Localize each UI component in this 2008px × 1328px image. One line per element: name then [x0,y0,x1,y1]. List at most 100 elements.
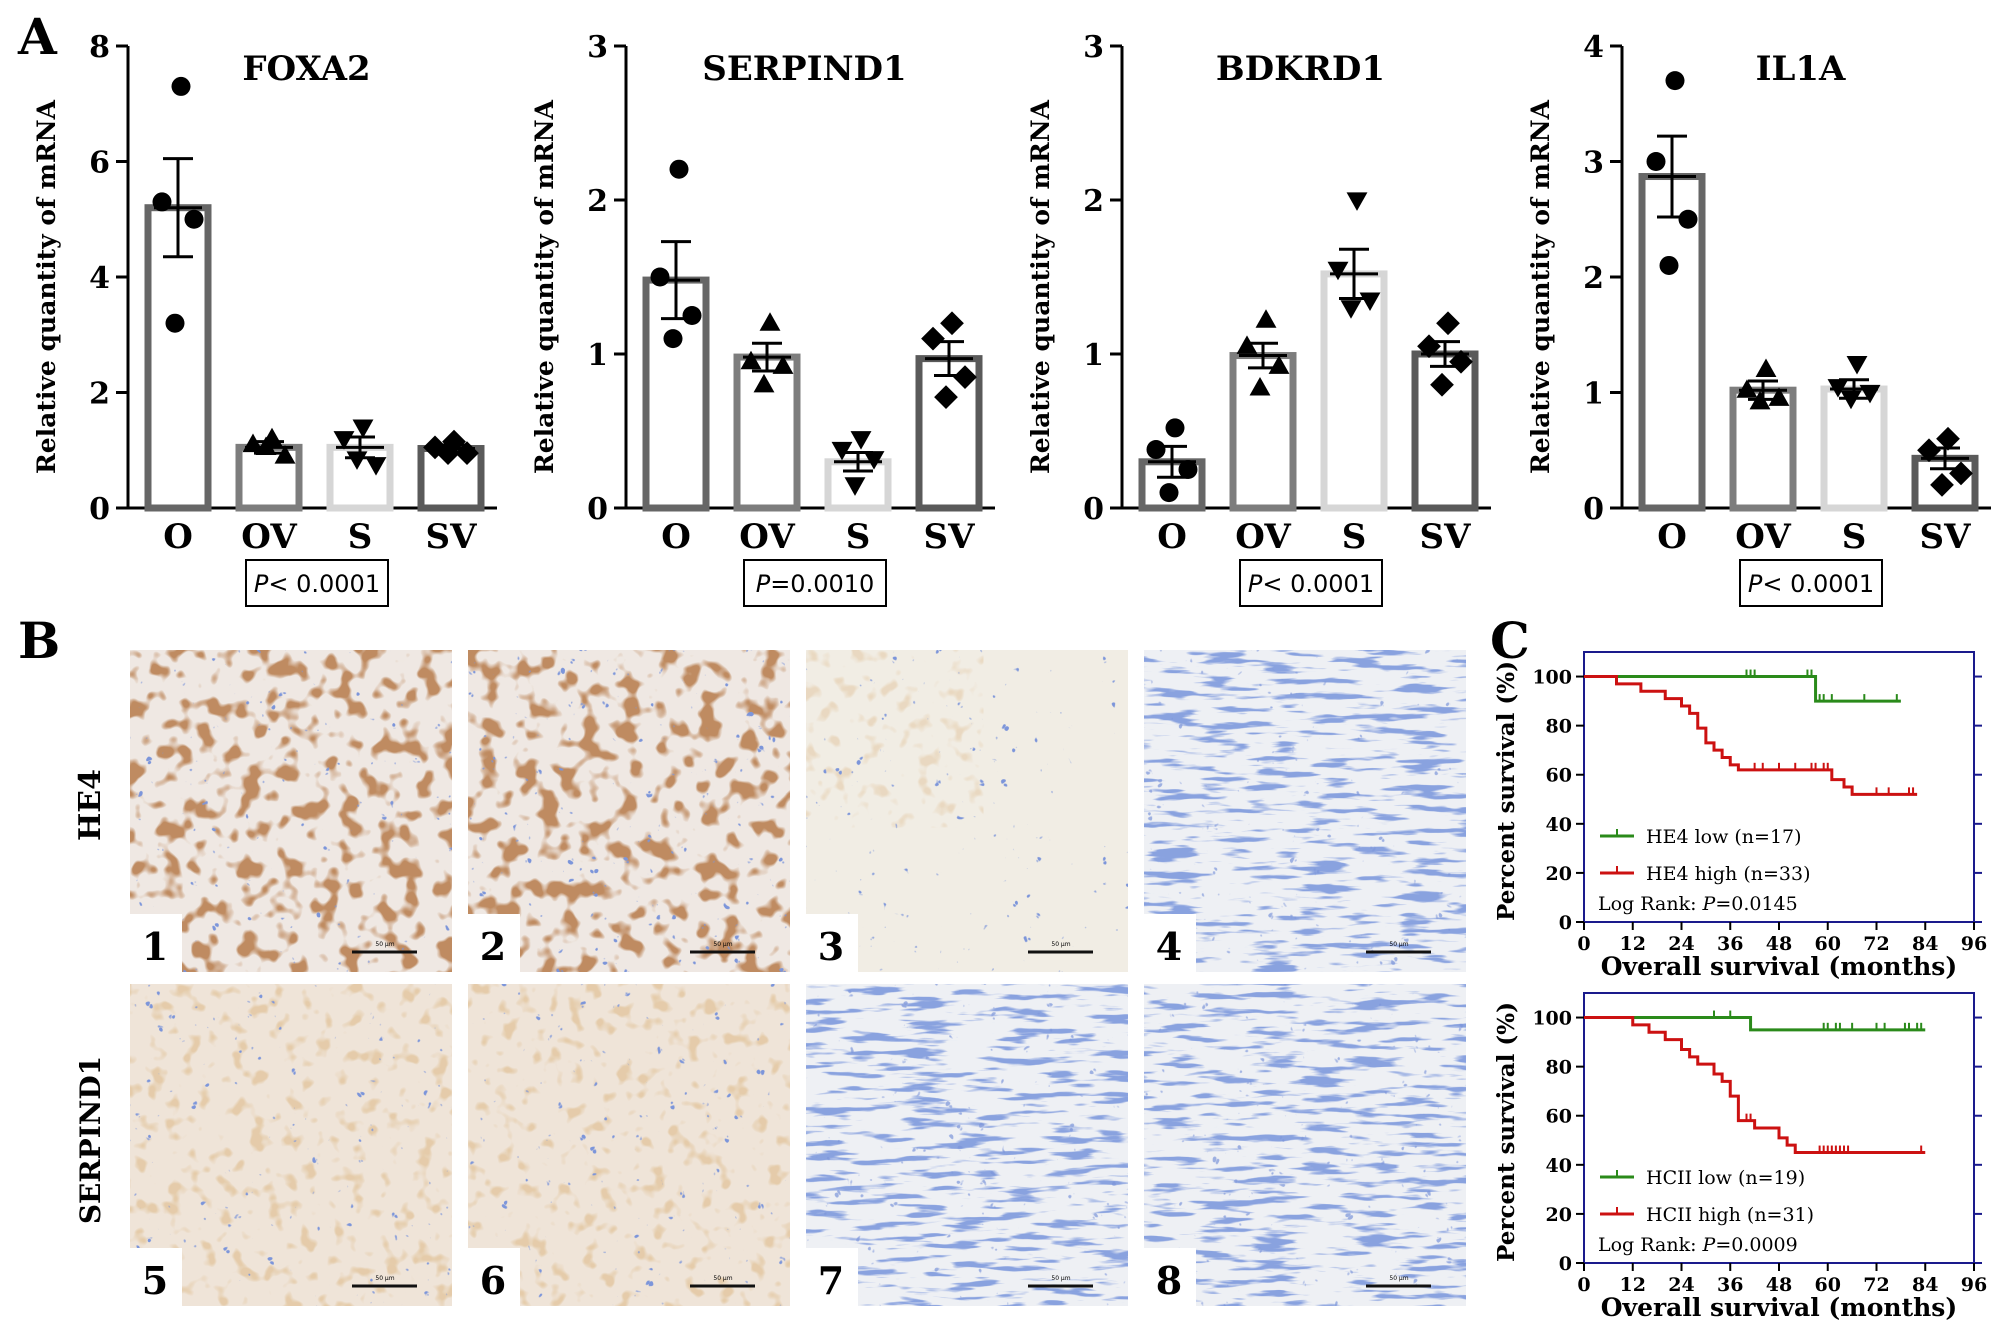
pvalue-box [1739,559,1883,607]
scale-bar-label: 50 μm [713,1275,732,1282]
data-point [1159,483,1179,503]
scale-bar-label: 50 μm [375,941,394,948]
data-point [1646,152,1666,171]
category-label: SV [1920,517,1972,557]
data-point [1178,460,1198,479]
data-point [1436,311,1460,336]
x-tick-label: 0 [1577,933,1590,955]
data-point [940,311,964,336]
pvalue-text: P< 0.0001 [254,570,380,598]
data-point [1249,376,1271,396]
data-point [753,373,775,393]
data-point [934,385,958,409]
x-tick-label: 48 [1766,1274,1792,1296]
y-tick-label: 3 [1583,146,1604,181]
panel-number: 8 [1156,1258,1182,1303]
chart-title: IL1A [1756,49,1846,89]
survival-curve [1584,1016,1926,1032]
panel-number-box [468,1248,520,1306]
bar-chart-foxa2: 0 2 4 6 8 Relative quantity of mRNA FOXA2 O OV S S… [32,30,497,607]
category-label: S [348,517,373,557]
data-point [831,441,853,461]
y-tick-label: 6 [89,146,110,181]
data-point [184,209,204,229]
panel-number: 5 [142,1258,168,1303]
panel-number-box [1144,914,1196,972]
ihc-row-label-he4: HE4 [73,769,108,841]
category-label: SV [1420,517,1472,557]
panel-letter-b: B [18,611,60,670]
panel-number-box [130,1248,182,1306]
logrank-text: Log Rank: P=0.0009 [1598,1234,1798,1256]
data-point [1255,309,1277,328]
hematoxylin-nuclei [806,650,1128,972]
data-point [1678,209,1698,229]
scale-bar-label: 50 μm [375,1275,394,1282]
category-label: O [1657,517,1687,557]
y-tick-label: 0 [89,492,110,527]
data-point [1949,461,1973,486]
data-point [953,365,977,389]
y-tick-label: 0 [1083,492,1104,527]
pvalue-box [1239,559,1383,607]
logrank-text: Log Rank: P=0.0145 [1598,893,1798,915]
panel-number-box [130,914,182,972]
panel-letter-a: A [17,7,58,66]
chart-title: BDKRD1 [1216,49,1385,89]
scale-bar-label: 50 μm [713,941,732,948]
category-label: S [1842,517,1867,557]
y-axis-label: Percent survival (%) [1493,1002,1520,1262]
data-point [1236,335,1258,354]
hematoxylin-nuclei [130,650,452,972]
data-point [365,457,387,476]
category-label: O [163,517,193,557]
pvalue-text: P< 0.0001 [1748,570,1874,598]
y-tick-label: 2 [587,184,608,219]
data-point [1846,356,1868,375]
x-tick-label: 36 [1717,933,1743,955]
data-point [165,313,185,333]
ihc-panel-2: 2 50 μm [468,650,790,972]
data-point [650,267,670,287]
data-point [669,159,689,179]
y-tick-label: 40 [1546,1155,1572,1177]
category-label: OV [1735,517,1791,557]
panel-number: 7 [818,1258,844,1303]
ihc-panel-1: 1 50 μm [130,650,452,972]
data-point [346,451,368,470]
category-label: SV [924,517,976,557]
y-tick-label: 60 [1546,1106,1572,1128]
x-tick-label: 60 [1815,933,1841,955]
panel-letter-c: C [1490,611,1530,670]
data-point [1930,473,1954,497]
bar [1229,352,1297,512]
pvalue-text: P< 0.0001 [1248,570,1374,598]
x-tick-label: 96 [1961,933,1987,955]
legend-label: HCII low (n=19) [1646,1167,1805,1189]
data-point [1755,358,1777,377]
x-tick-label: 60 [1815,1274,1841,1296]
y-tick-label: 4 [1583,30,1604,65]
survival-curve [1584,675,1918,796]
y-tick-label: 80 [1546,1057,1572,1079]
y-tick-label: 100 [1532,667,1572,689]
hematoxylin-nuclei [1144,984,1466,1306]
x-tick-label: 0 [1577,1274,1590,1296]
panel-number: 3 [818,924,844,969]
y-tick-label: 40 [1546,814,1572,836]
legend-label: HCII high (n=31) [1646,1204,1814,1226]
data-point [682,306,702,325]
data-point [171,76,191,96]
category-label: O [1157,517,1187,557]
chart-title: FOXA2 [242,49,370,89]
category-label: S [1342,517,1367,557]
data-point [1340,300,1362,319]
data-point [1840,390,1862,410]
y-tick-label: 0 [587,492,608,527]
x-tick-label: 48 [1766,933,1792,955]
x-tick-label: 24 [1668,933,1694,955]
scale-bar-label: 50 μm [1389,941,1408,948]
y-tick-label: 20 [1546,863,1572,885]
panel-number-box [1144,1248,1196,1306]
x-axis-label: Overall survival (months) [1601,1293,1957,1322]
